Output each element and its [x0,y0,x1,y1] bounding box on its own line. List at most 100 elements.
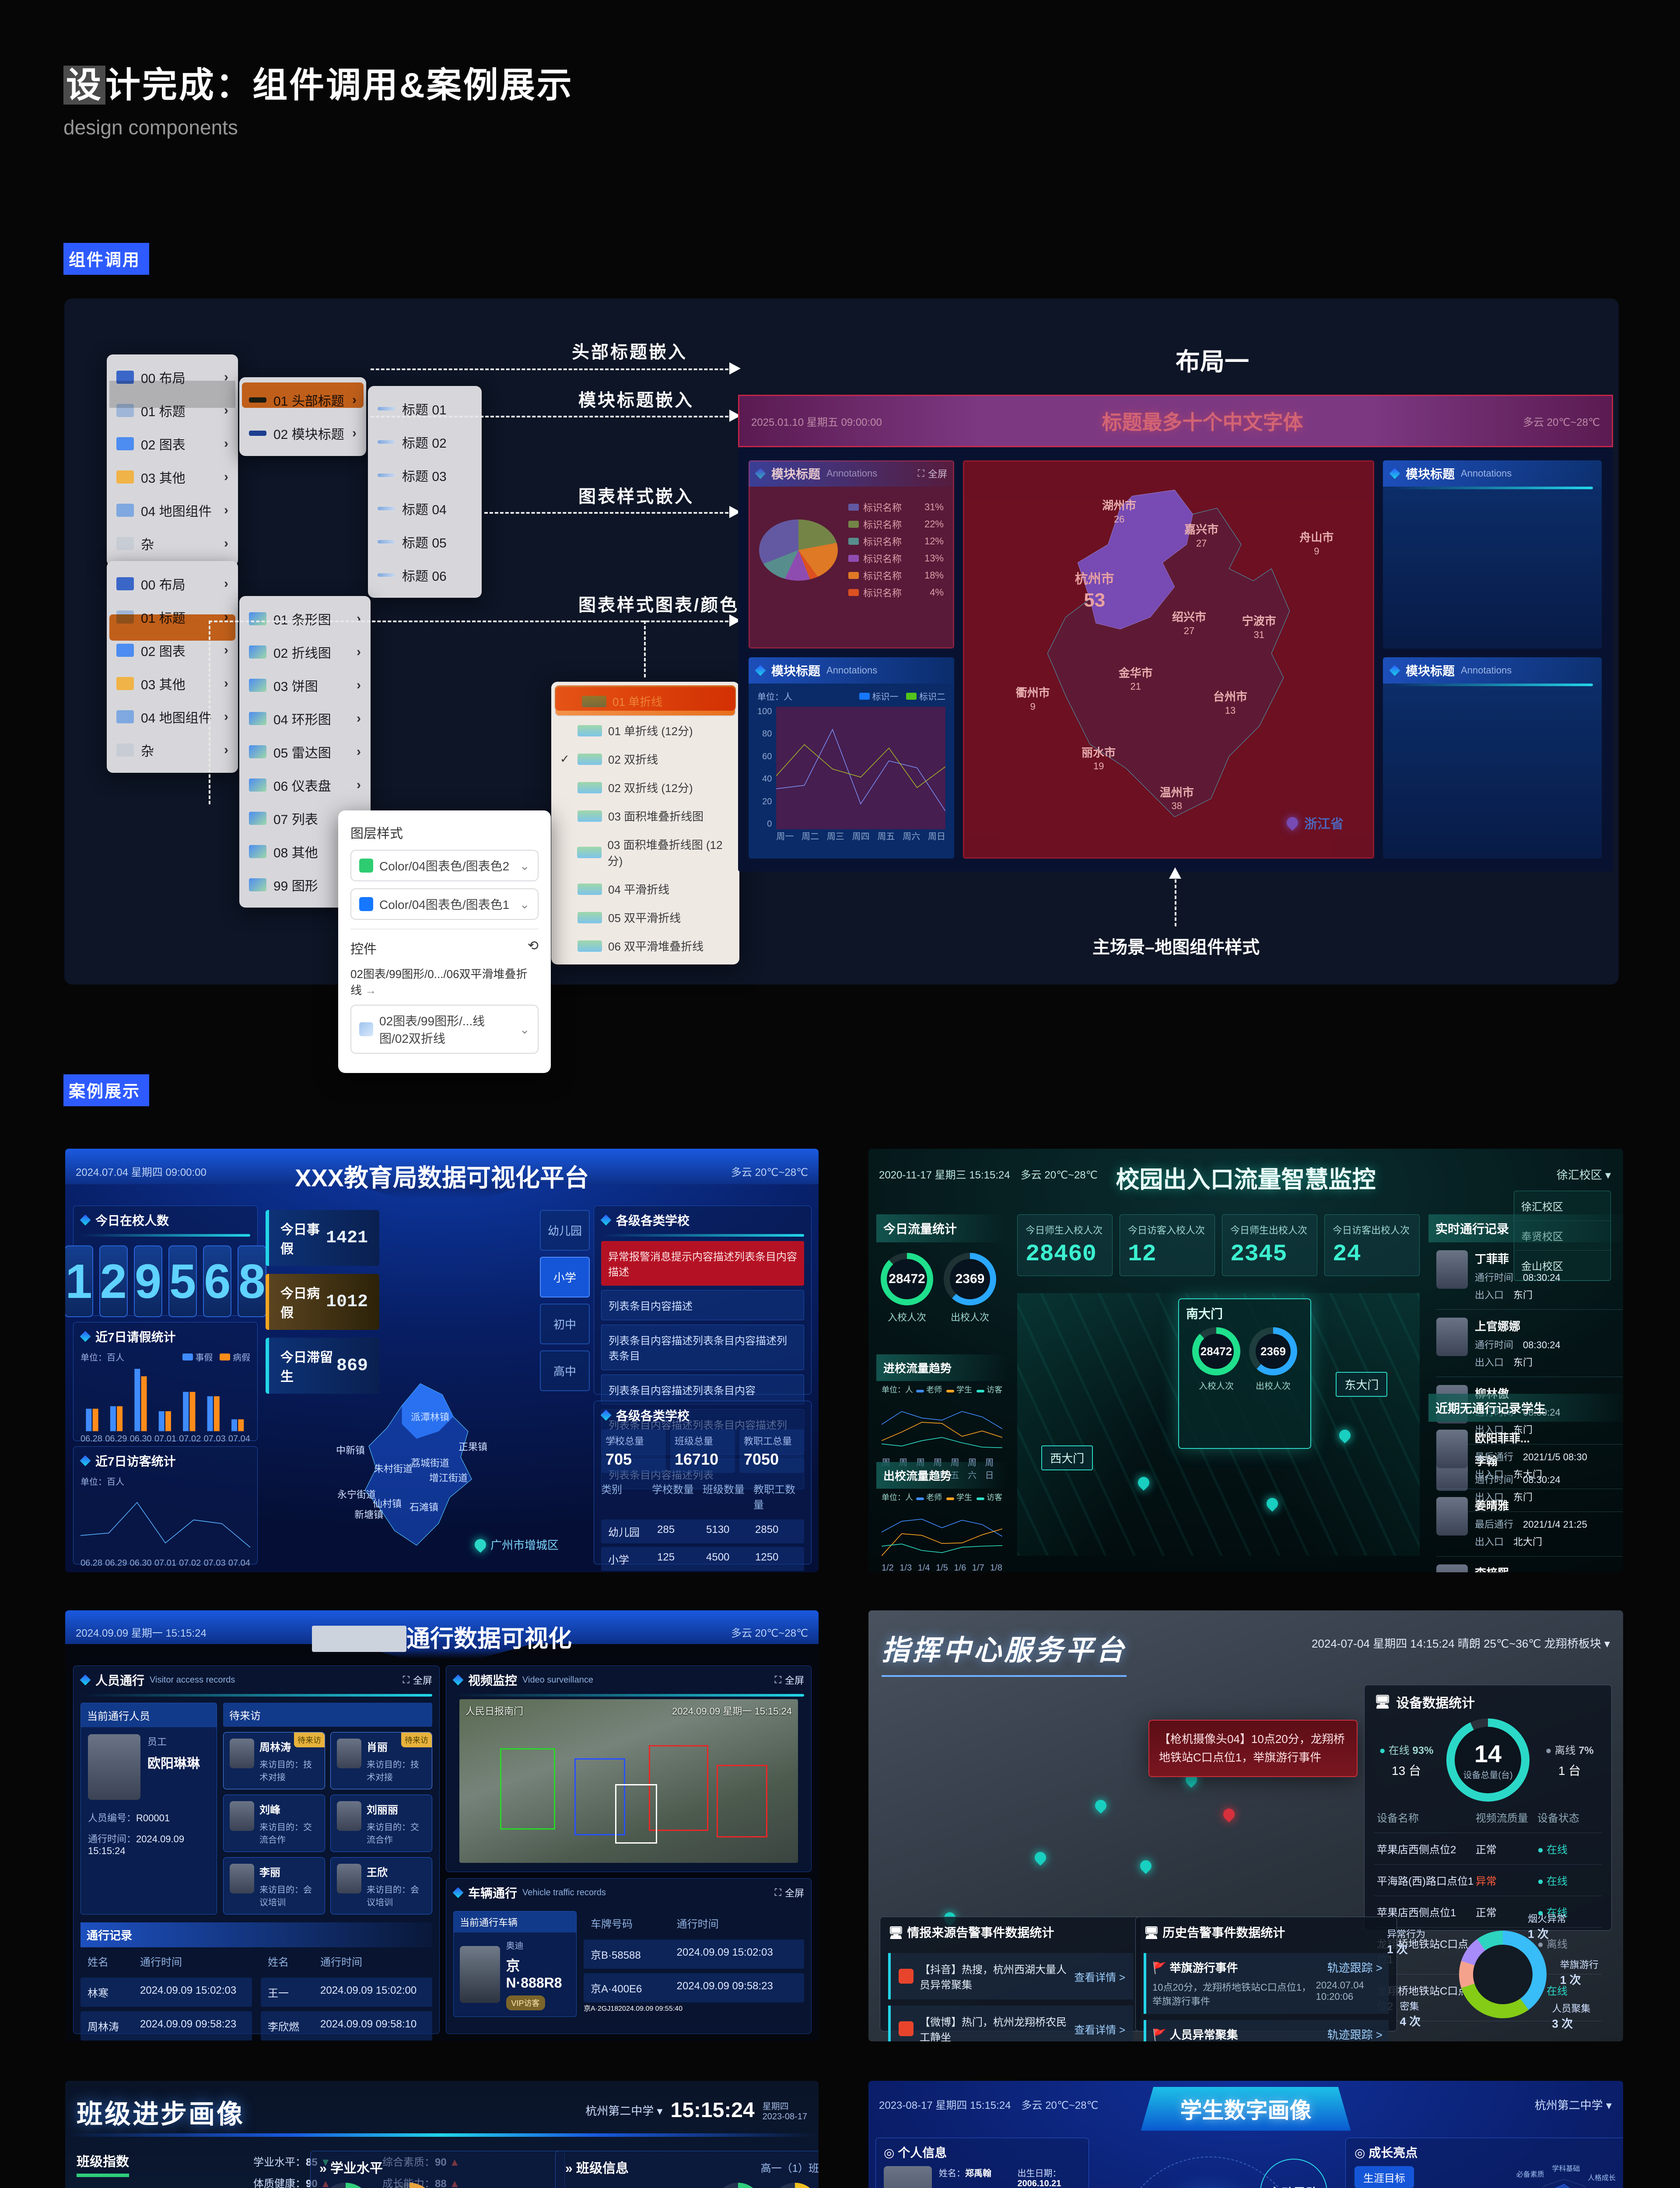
camera-pin-icon[interactable] [1092,1798,1109,1814]
city-label-hangzhou[interactable]: 杭州市 53 [1074,572,1114,611]
menu-item[interactable]: 00 布局 › [107,567,238,600]
city-label[interactable]: 湖州市 26 [1102,499,1137,525]
line-style-option[interactable]: 02 双折线 (12分) [551,773,739,802]
chart-type-item[interactable]: 07 列表› [239,802,371,835]
title-option[interactable]: 标题 01 [368,392,482,425]
track-link[interactable]: 轨迹跟踪 > [1327,2028,1382,2041]
record-item[interactable]: 上官娜娜 通行时间 08:30:24 出入口 东门 [1436,1310,1623,1377]
line-style-option[interactable]: 03 面积堆叠折线图 (12分) [551,830,739,875]
tag-circle[interactable]: 主动勇敢 [1260,2159,1327,2188]
line-style-option[interactable]: 03 面积堆叠折线图 [551,802,739,830]
school-tab[interactable]: 幼儿园 [540,1210,590,1251]
table-row[interactable]: 京A·2GJ182024.09.09 09:55:40 [584,2005,682,2013]
school-selector[interactable]: 杭州第二中学 ▾ [585,2104,663,2118]
chart-type-item[interactable]: 02 折线图 › [239,635,371,669]
list-item[interactable]: 列表条目内容描述 [601,1290,804,1320]
chart-type-item[interactable]: 03 饼图 › [239,669,371,702]
history-item[interactable]: 🚩 举旗游行事件 轨迹跟踪 > 10点20分，龙翔桥地铁站C口点位1，举旗游行事件… [1144,1953,1389,2014]
line-style-option[interactable]: ✓ 02 双折线 [560,752,658,766]
color-select-1[interactable]: Color/04图表色/图表色2 ⌄ [350,850,539,881]
table-row[interactable]: 李欣燃 2024.09.09 09:58:10 [261,2011,432,2041]
device-row[interactable]: 苹果店西侧点位2 正常 ● 在线 [1374,1833,1602,1865]
table-row[interactable]: 京A·400E6 2024.09.09 09:58:23 [584,1973,804,2002]
alert-item[interactable]: 异常报警消息提示内容描述列表条目内容描述 [601,1241,804,1286]
table-row[interactable]: 林寒 2024.09.09 15:02:03 [80,1978,252,2007]
chart-type-item[interactable]: 01 条形图 › [239,602,371,635]
color-select-2[interactable]: Color/04图表色/图表色1 ⌄ [350,888,539,920]
intel-item[interactable]: 【微博】热门，杭州龙翔桥农民工静坐 查看详情 > [888,2006,1133,2041]
school-selector[interactable]: 杭州第二中学 ▾ [1534,2099,1612,2112]
fullscreen-button[interactable]: ⛶ 全屏 [917,468,947,480]
title-option[interactable]: 标题 04 [368,492,482,525]
school-tab[interactable]: 初中 [540,1304,590,1344]
visitor-card[interactable]: 刘峰 来访目的：交流合作 [223,1795,325,1852]
visitor-card[interactable]: 王欣 来访目的：会议培训 [330,1857,432,1914]
table-row[interactable]: 京B·58588 2024.09.09 15:02:03 [584,1939,804,1969]
table-row[interactable]: 周林涛 2024.09.09 09:58:23 [80,2011,252,2041]
list-item[interactable]: 列表条目内容描述列表条目内容 [601,1375,804,1405]
table-row[interactable]: 幼儿园 285 5130 2850 [601,1519,804,1543]
title-option[interactable]: 标题 05 [368,525,482,558]
career-goal-button[interactable]: 生涯目标 [1354,2166,1414,2188]
list-item[interactable]: 列表条目内容描述列表条目内容描述列表条目 [601,1325,804,1370]
line-style-option[interactable]: 01 单折线 (12分) [551,716,739,745]
detail-link[interactable]: 查看详情 > [1074,1971,1125,1984]
visitor-card[interactable]: 周林涛 来访目的：技术对接 待来访 [223,1732,325,1789]
record-item[interactable]: 丁菲菲 通行时间 08:30:24 出入口 东门 [1436,1242,1623,1310]
line-style-option[interactable]: 06 双平滑堆叠折线 [551,932,739,960]
detail-link[interactable]: 查看详情 > [1074,2024,1125,2036]
menu-item[interactable]: 03 其他 › [107,460,238,494]
device-row[interactable]: 苹果店西侧点位1 正常 ● 在线 [1374,1896,1602,1928]
city-label[interactable]: 绍兴市 27 [1172,610,1207,636]
visitor-card[interactable]: 肖丽 来访目的：技术对接 待来访 [330,1732,432,1789]
visitor-card[interactable]: 刘丽丽 来访目的：交流合作 [330,1795,432,1852]
title-option[interactable]: 标题 06 [368,558,482,592]
case4-info[interactable]: 2024-07-04 星期四 14:15:24 晴朗 25℃~36℃ 龙翔桥板块… [1311,1637,1610,1650]
alert-popup[interactable]: 【枪机摄像头04】10点20分，龙翔桥地铁站C口点位1，举旗游行事件 [1148,1720,1358,1778]
menu-item[interactable]: 04 地图组件 › [107,700,238,733]
menu-item[interactable]: 04 地图组件 › [107,494,238,527]
fullscreen-button[interactable]: ⛶ 全屏 [774,1887,804,1899]
city-label[interactable]: 衢州市 9 [1015,686,1050,712]
line-style-option[interactable]: 05 双平滑折线 [551,903,739,932]
alert-camera-pin-icon[interactable] [1221,1806,1237,1823]
record-item[interactable]: 姜晴雅 最后通行 2021/1/4 21:25 出入口 北大门 [1436,1489,1623,1557]
school-tab[interactable]: 小学 [540,1257,590,1297]
city-label[interactable]: 丽水市 19 [1082,746,1116,772]
menu-item[interactable]: 杂 › [107,527,238,560]
city-label[interactable]: 温州市 38 [1159,785,1194,812]
city-label[interactable]: 金华市 21 [1118,666,1153,692]
record-item[interactable]: 李梓熙 最后通行 2021/1/4 21:25 出入口 北大门 [1436,1557,1623,1572]
menu-item[interactable]: 01 标题› [107,394,238,427]
video-frame[interactable]: 人民日报南门 2024.09.09 星期一 15:15:24 [459,1699,798,1863]
record-item[interactable]: 欧阳菲菲... 最后通行 2021/1/5 08:30 出入口 东大门 [1436,1422,1623,1489]
control-select[interactable]: 02图表/99图形/...线图/02双折线 ⌄ [350,1005,539,1054]
menu-item[interactable]: 02 图表 › [107,427,238,460]
device-row[interactable]: 平海路(西)路口点位1 异常 ● 在线 [1374,1865,1602,1896]
campus-selector[interactable]: 徐汇校区 ▾ [1556,1168,1611,1182]
menu-item[interactable]: 03 其他 › [107,667,238,700]
city-label[interactable]: 舟山市 9 [1299,530,1334,557]
camera-pin-icon[interactable] [1138,1858,1154,1874]
intel-item[interactable]: 【抖音】热搜，杭州西湖大量人员异常聚集 查看详情 > [888,1953,1133,1999]
menu-item[interactable]: 02 图表 › [107,634,238,667]
line-style-option[interactable]: 04 平滑折线 [551,875,739,903]
table-row[interactable]: 王一 2024.09.09 15:02:00 [261,1978,432,2007]
title-option[interactable]: 标题 02 [368,425,482,459]
submenu-item[interactable]: 02 模块标题 › [239,417,366,450]
city-label[interactable]: 宁波市 31 [1242,614,1276,640]
menu-item[interactable]: 00 布局 › [107,361,238,394]
reset-icon[interactable]: ⟲ [527,939,539,953]
fullscreen-button[interactable]: ⛶ 全屏 [402,1674,432,1686]
visitor-card[interactable]: 李丽 来访目的：会议培训 [223,1857,325,1914]
chart-type-item[interactable]: 05 雷达图 › [239,735,371,768]
school-tab[interactable]: 高中 [540,1350,590,1391]
table-row[interactable]: 小学 125 4500 1250 [601,1547,804,1571]
chart-type-item[interactable]: 06 仪表盘 › [239,768,371,802]
chart-type-item[interactable]: 04 环形图 › [239,702,371,735]
arrow-right-icon[interactable]: → [365,984,377,997]
track-link[interactable]: 轨迹跟踪 > [1327,1961,1382,1974]
fullscreen-button[interactable]: ⛶ 全屏 [774,1674,804,1686]
campus-option[interactable]: 金山校区 [1514,1251,1610,1280]
